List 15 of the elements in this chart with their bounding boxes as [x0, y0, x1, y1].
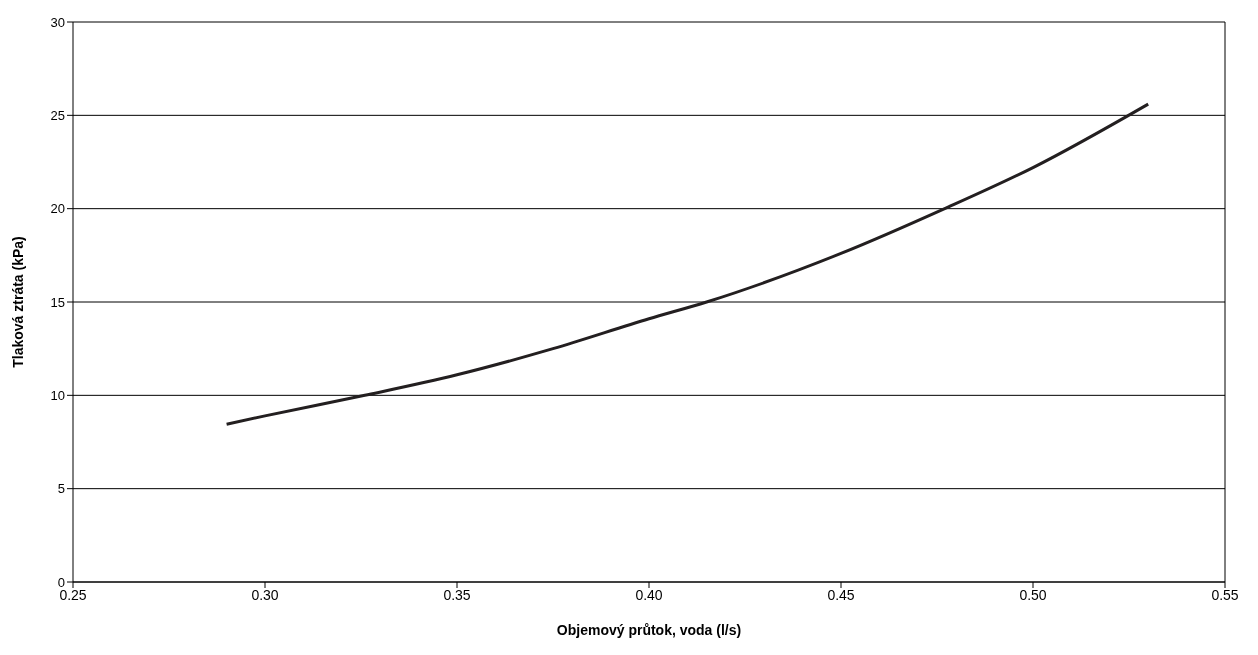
line-series [225, 102, 1150, 426]
x-tick-label: 0.55 [1211, 586, 1239, 603]
y-tick-label: 10 [50, 387, 65, 403]
y-tick-label: 5 [57, 481, 65, 497]
y-tick-label: 30 [50, 14, 65, 30]
y-tick-label: 20 [50, 201, 65, 217]
y-tick-label: 25 [50, 107, 65, 123]
y-tick-label: 15 [50, 294, 65, 310]
x-tick-label: 0.45 [827, 586, 855, 603]
x-axis-title: Objemový průtok, voda (l/s) [556, 622, 742, 638]
x-tick-label: 0.50 [1019, 586, 1047, 603]
x-tick-label: 0.35 [443, 586, 471, 603]
x-tick-label: 0.40 [635, 586, 663, 603]
x-tick-label: 0.30 [251, 586, 279, 603]
y-axis-title: Tlaková ztráta (kPa) [9, 236, 26, 368]
